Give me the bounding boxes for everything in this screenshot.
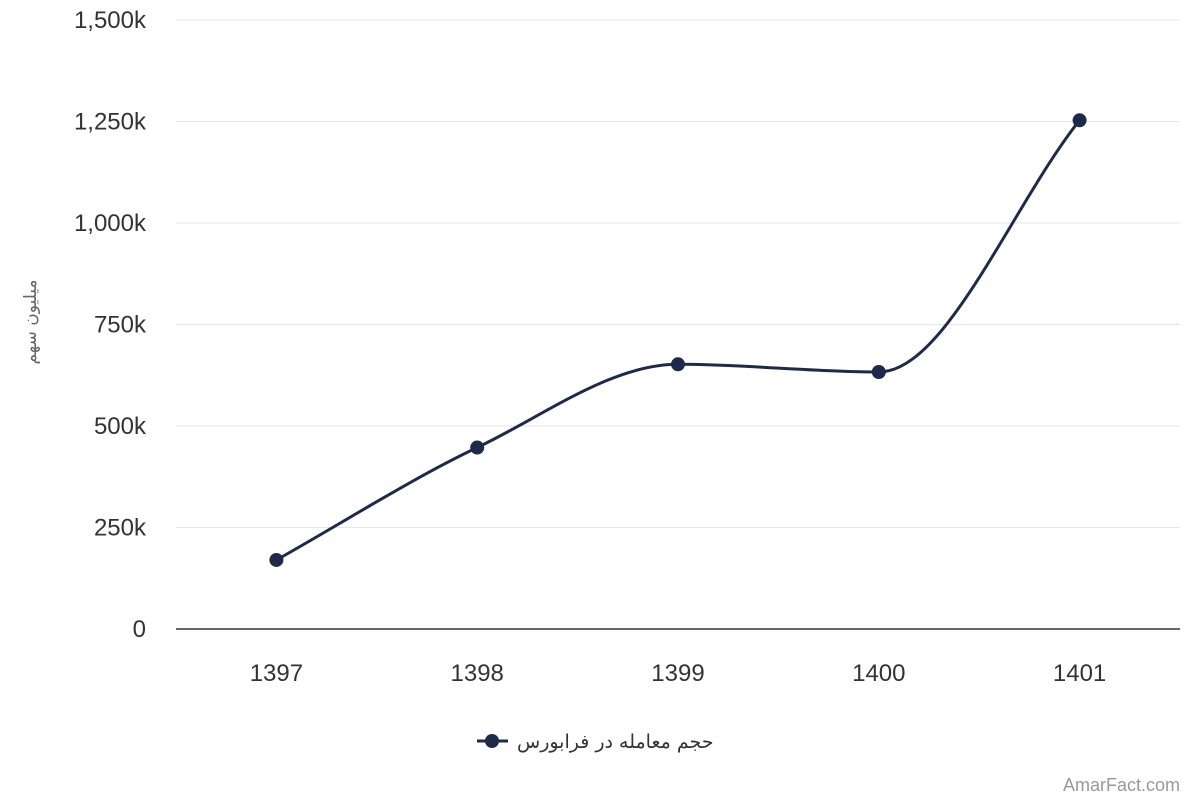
y-axis-ticks: 0 250k 500k 750k 1,000k 1,250k 1,500k: [74, 7, 147, 643]
y-tick-label: 1,000k: [74, 210, 147, 237]
y-axis-title: میلیون سهم: [21, 279, 41, 364]
legend-label: حجم معامله در فرابورس: [517, 731, 714, 753]
x-axis-ticks: 1397 1398 1399 1400 1401: [250, 660, 1107, 687]
legend[interactable]: حجم معامله در فرابورس: [477, 731, 714, 753]
x-tick-label: 1400: [852, 660, 905, 687]
y-tick-label: 750k: [94, 312, 147, 339]
data-point[interactable]: [871, 365, 886, 380]
credit-text: AmarFact.com: [1063, 775, 1180, 795]
x-tick-label: 1397: [250, 660, 303, 687]
y-tick-label: 500k: [94, 413, 147, 440]
data-point[interactable]: [470, 440, 485, 455]
y-tick-label: 0: [133, 616, 146, 643]
legend-marker-icon: [485, 734, 499, 748]
series-line: [275, 119, 1081, 562]
y-tick-label: 1,250k: [74, 109, 147, 136]
y-tick-label: 1,500k: [74, 7, 147, 34]
y-tick-label: 250k: [94, 515, 147, 542]
data-point[interactable]: [671, 357, 685, 372]
x-tick-label: 1399: [651, 660, 704, 687]
grid-lines: [176, 19, 1180, 528]
x-tick-label: 1401: [1053, 660, 1106, 687]
data-point[interactable]: [269, 552, 284, 567]
data-points: [269, 113, 1087, 567]
x-tick-label: 1398: [451, 660, 504, 687]
data-point[interactable]: [1072, 113, 1087, 128]
